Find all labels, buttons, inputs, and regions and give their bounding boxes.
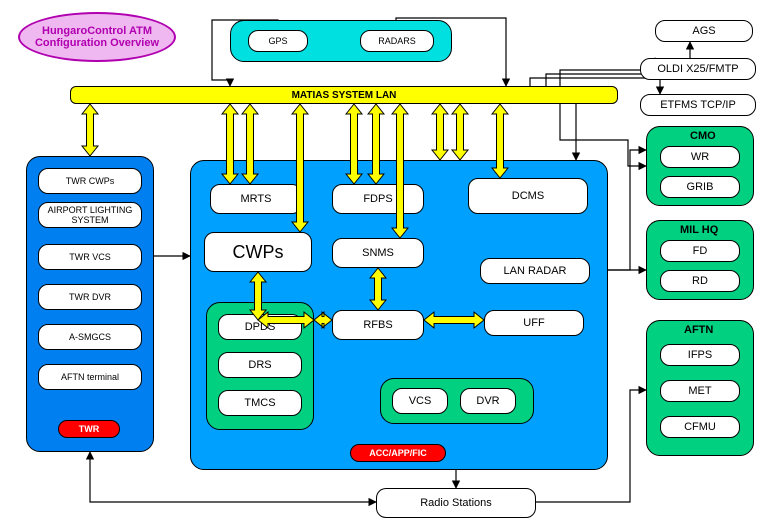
connectors-front [0,0,766,532]
